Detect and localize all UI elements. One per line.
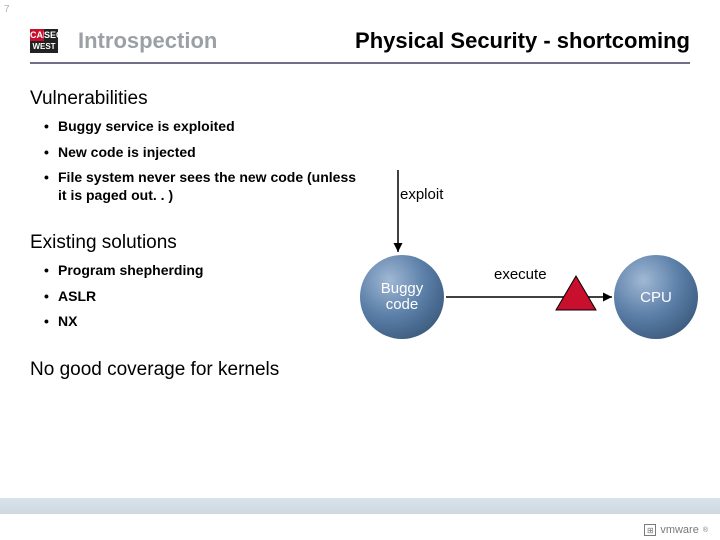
logo-cell: WEST	[30, 41, 58, 53]
breadcrumb: Introspection	[78, 28, 217, 54]
cansecwest-logo: CAN SEC WEST	[30, 29, 72, 53]
list-item: New code is injected	[48, 144, 358, 162]
footer-band	[0, 498, 720, 514]
slide: 7 CAN SEC WEST Introspection Physical Se…	[0, 0, 720, 540]
header: CAN SEC WEST Introspection Physical Secu…	[30, 28, 690, 54]
page-title: Physical Security - shortcoming	[355, 28, 690, 54]
triangle-icon	[556, 276, 596, 310]
registered-icon: ®	[703, 527, 708, 534]
exploit-label: exploit	[400, 186, 443, 203]
execute-label: execute	[494, 266, 547, 283]
footer-brand-text: vmware	[660, 524, 699, 536]
vmware-boxes-icon: ⊞	[644, 524, 656, 536]
section-heading-vulnerabilities: Vulnerabilities	[30, 88, 690, 110]
vmware-logo: ⊞ vmware ®	[644, 524, 708, 536]
header-rule	[30, 62, 690, 64]
node-buggy-code: Buggy code	[360, 255, 444, 339]
list-item: Program shepherding	[48, 262, 358, 280]
list-item: ASLR	[48, 288, 358, 306]
list-item: NX	[48, 313, 358, 331]
list-item: Buggy service is exploited	[48, 118, 358, 136]
logo-cell: SEC	[44, 29, 58, 41]
diagram: exploit execute Buggy code CPU	[360, 170, 700, 370]
list-item: File system never sees the new code (unl…	[48, 169, 358, 204]
page-number: 7	[4, 4, 10, 15]
node-cpu: CPU	[614, 255, 698, 339]
logo-cell: CAN	[30, 29, 44, 41]
